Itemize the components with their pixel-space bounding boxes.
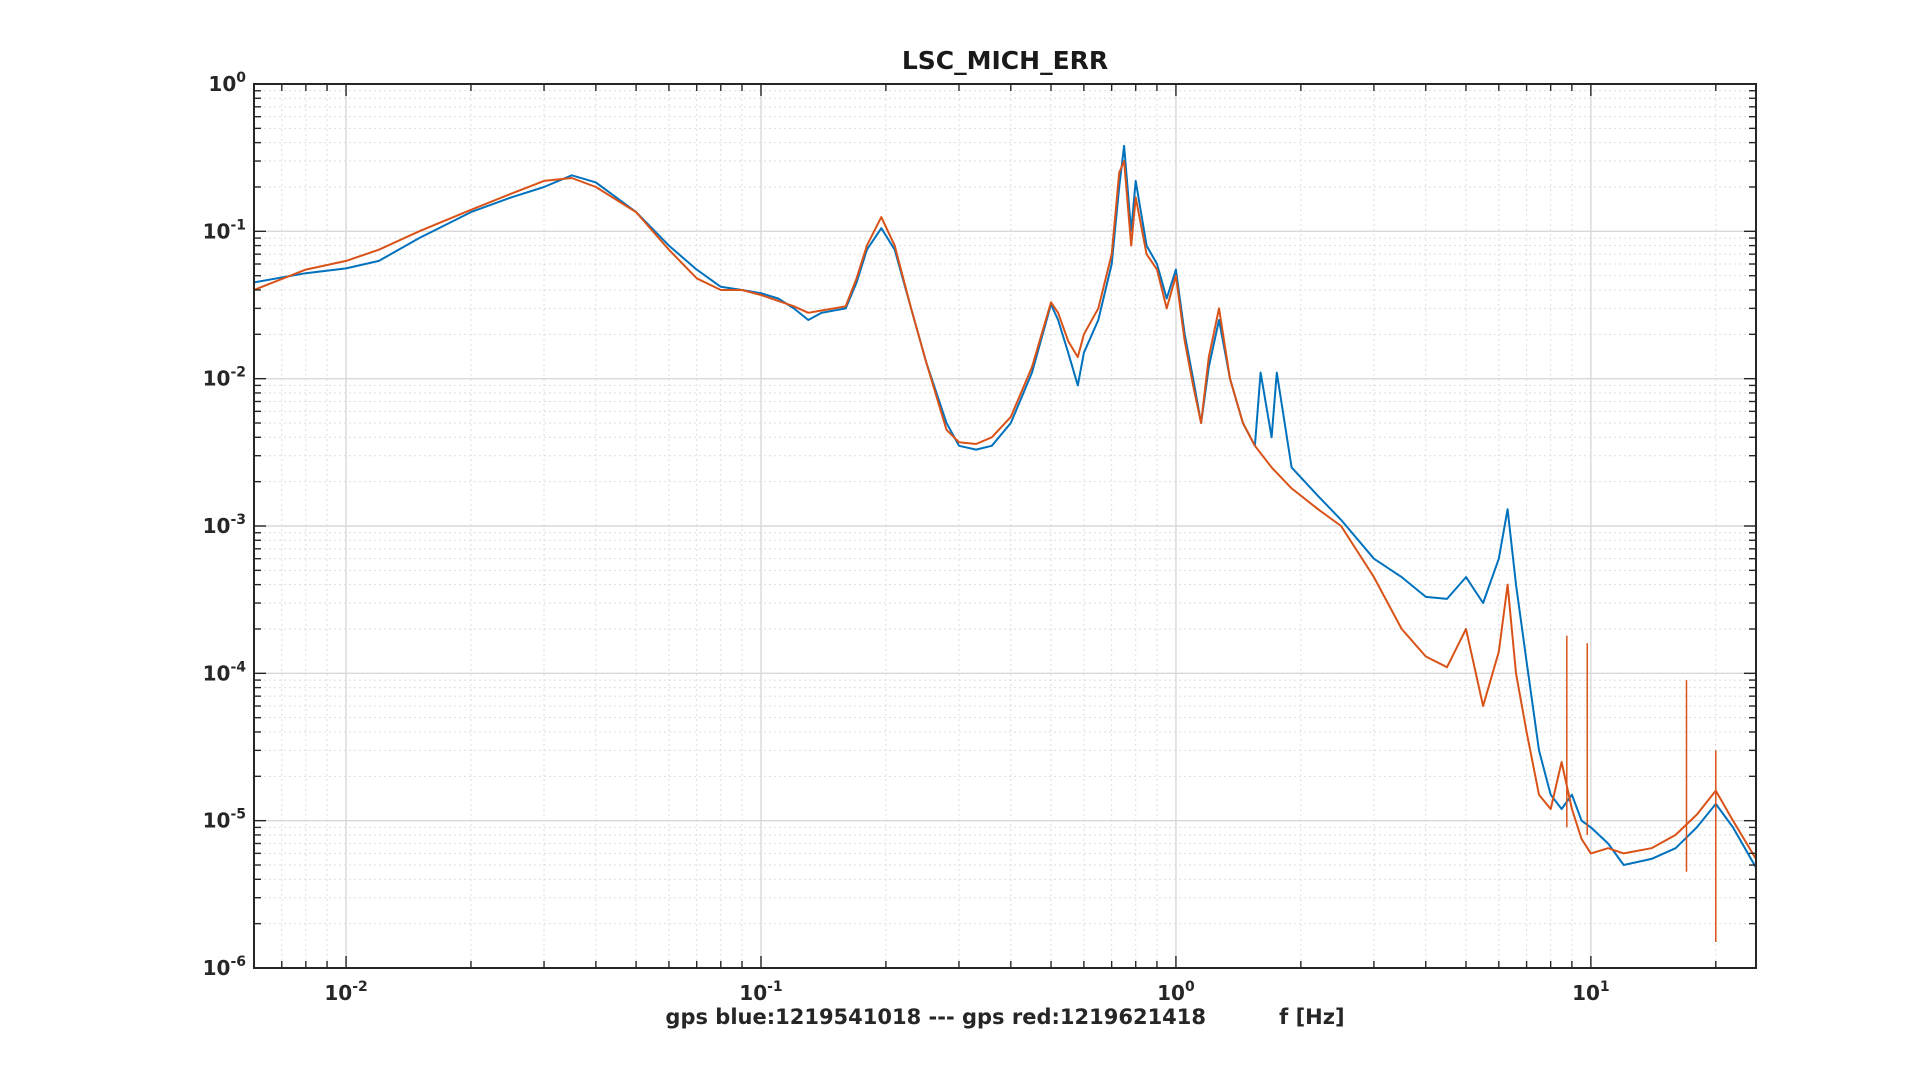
- y-tick-label: 10-6: [203, 954, 246, 980]
- y-tick-label-base: 10: [203, 809, 231, 833]
- x-axis-label: gps blue:1219541018 --- gps red:12196214…: [665, 1005, 1344, 1029]
- y-tick-label: 10-1: [203, 217, 246, 243]
- x-tick-label-exponent: 0: [1185, 979, 1195, 995]
- x-tick-label: 101: [1572, 979, 1610, 1005]
- x-tick-label-base: 10: [739, 981, 767, 1005]
- y-tick-label-exponent: -1: [230, 217, 246, 233]
- y-tick-label-exponent: -2: [230, 365, 246, 381]
- y-tick-label-exponent: -3: [230, 512, 246, 528]
- x-tick-label-base: 10: [1572, 981, 1600, 1005]
- y-tick-label-base: 10: [203, 514, 231, 538]
- series-layer: [253, 144, 1757, 943]
- y-tick-label-base: 10: [203, 219, 231, 243]
- y-tick-label: 10-4: [203, 659, 247, 685]
- y-tick-label: 100: [208, 70, 246, 96]
- x-tick-label: 10-2: [324, 979, 367, 1005]
- chart-title: LSC_MICH_ERR: [902, 46, 1108, 75]
- x-tick-label-base: 10: [324, 981, 352, 1005]
- x-tick-label-base: 10: [1157, 981, 1185, 1005]
- x-tick-label: 100: [1157, 979, 1195, 1005]
- x-tick-labels: 10-2 10-1 100 101: [324, 979, 1609, 1005]
- y-tick-label-base: 10: [203, 956, 231, 980]
- x-tick-label-exponent: 1: [1600, 979, 1610, 995]
- y-tick-label-base: 10: [203, 661, 231, 685]
- x-tick-label-exponent: -2: [352, 979, 368, 995]
- x-tick-label: 10-1: [739, 979, 782, 1005]
- y-tick-label-exponent: -5: [230, 807, 246, 823]
- axis-ticks: [253, 83, 1756, 969]
- axes-box: [253, 83, 1757, 969]
- series-1-line: [253, 160, 1757, 860]
- y-tick-label-base: 10: [208, 72, 236, 96]
- x-tick-label-exponent: -1: [767, 979, 783, 995]
- y-tick-label-base: 10: [203, 367, 231, 391]
- y-tick-label: 10-3: [203, 512, 246, 538]
- y-tick-label-exponent: 0: [236, 70, 246, 86]
- y-tick-label: 10-2: [203, 365, 246, 391]
- y-tick-label-exponent: -4: [230, 659, 246, 675]
- y-tick-label: 10-5: [203, 807, 246, 833]
- y-tick-label-exponent: -6: [230, 954, 246, 970]
